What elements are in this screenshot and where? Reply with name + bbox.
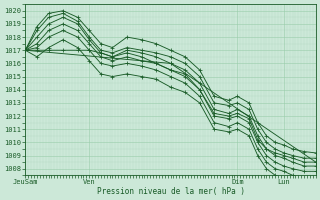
- X-axis label: Pression niveau de la mer( hPa ): Pression niveau de la mer( hPa ): [97, 187, 244, 196]
